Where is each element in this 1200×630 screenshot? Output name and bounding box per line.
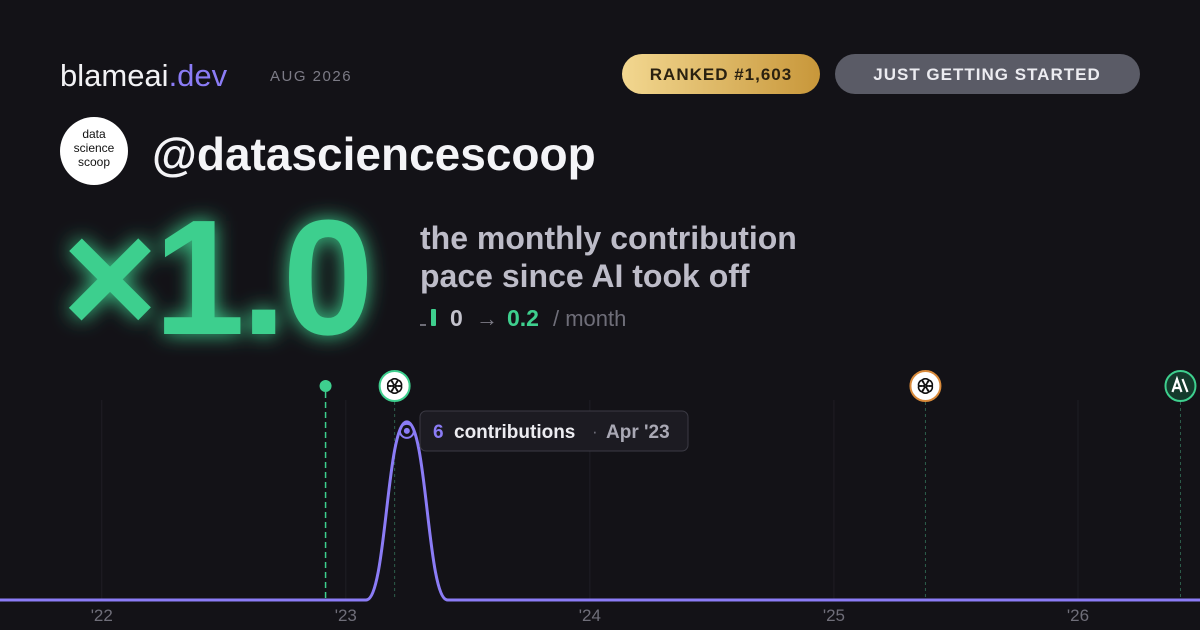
description: pace since AI took off — [420, 258, 750, 294]
pace-unit: / month — [553, 306, 626, 331]
openai-logo — [921, 378, 934, 388]
handle: @datasciencescoop — [152, 128, 596, 180]
rank-badge-text: RANKED #1,603 — [650, 65, 792, 84]
tooltip-date: Apr '23 — [606, 422, 670, 443]
pace-arrow: → — [476, 306, 498, 331]
brand: blameai.dev — [60, 58, 228, 93]
mini-bar — [420, 324, 426, 326]
rank-badge — [622, 54, 820, 94]
event-marker — [319, 380, 332, 600]
x-tick-label: '26 — [1067, 606, 1089, 625]
description: the monthly contribution — [420, 220, 797, 256]
anthropic-logo — [1171, 375, 1189, 393]
status-badge-text: JUST GETTING STARTED — [873, 65, 1100, 84]
event-marker — [909, 370, 942, 600]
avatar — [60, 117, 128, 185]
avatar-text: data — [82, 127, 106, 141]
date: AUG 2026 — [270, 68, 352, 85]
avatar-text: science — [74, 141, 115, 155]
openai-logo — [390, 378, 403, 388]
chart: '22 '23 '24 '25 '26 6 contributions · Apr '23 — [0, 370, 1200, 625]
tooltip-separator: · — [592, 422, 598, 441]
x-tick-label: '24 — [579, 606, 601, 625]
event-icon — [378, 370, 411, 402]
x-tick-label: '23 — [335, 606, 357, 625]
pace-before: 0 — [450, 305, 463, 331]
tooltip — [419, 410, 689, 452]
x-tick-label: '22 — [91, 606, 113, 625]
brand-name: blameai — [60, 58, 169, 93]
avatar-text: scoop — [78, 155, 110, 169]
event-marker — [1164, 370, 1197, 600]
status-badge — [835, 54, 1140, 94]
brand-tld: .dev — [169, 58, 228, 93]
mini-bar — [431, 309, 436, 326]
event-icon — [909, 370, 942, 402]
event-marker — [378, 370, 411, 600]
event-dot — [319, 380, 332, 392]
pace-after: 0.2 — [507, 305, 539, 331]
tooltip-marker — [398, 422, 415, 439]
tooltip-marker-dot — [403, 427, 410, 434]
multiplier: ×1.0 — [62, 186, 370, 369]
x-tick-label: '25 — [823, 606, 845, 625]
tooltip-label: contributions — [454, 422, 575, 443]
tooltip-value: 6 — [433, 422, 444, 443]
line — [0, 420, 1200, 602]
